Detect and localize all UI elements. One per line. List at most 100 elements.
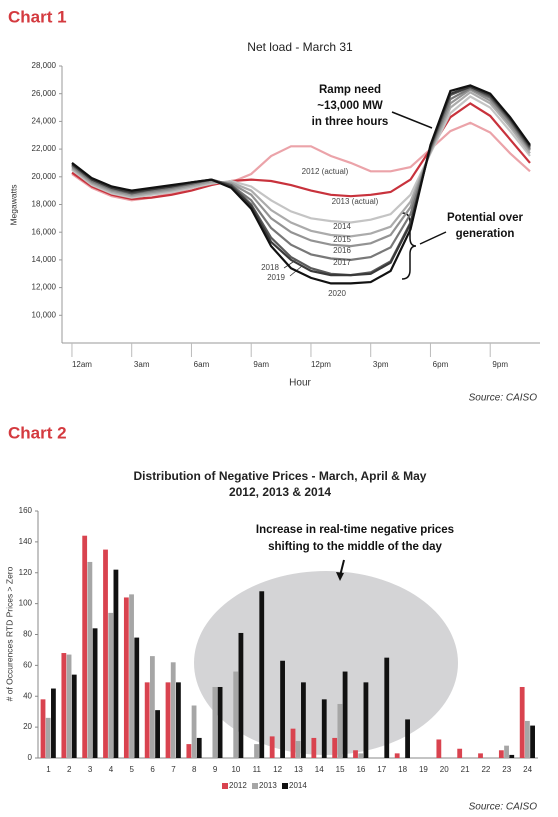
x-tick-label: 10 (231, 765, 240, 774)
annotation: Potential over (447, 212, 524, 224)
x-tick-label: 12pm (311, 360, 331, 369)
series-line (71, 84, 531, 285)
arrow-head (336, 572, 344, 581)
chart-subtitle: 2012, 2013 & 2014 (229, 485, 331, 499)
x-tick-label: 3 (88, 765, 93, 774)
x-tick-label: 18 (398, 765, 407, 774)
bar (87, 561, 93, 758)
bar (405, 719, 410, 758)
y-tick-label: 12,000 (32, 283, 57, 292)
bar (45, 717, 51, 758)
series-label: 2012 (actual) (302, 167, 349, 176)
bar (82, 535, 88, 758)
x-tick-label: 9pm (492, 360, 508, 369)
y-tick-label: 0 (28, 753, 33, 762)
y-tick-label: 24,000 (32, 117, 57, 126)
y-tick-label: 22,000 (32, 144, 57, 153)
x-tick-label: 12 (273, 765, 282, 774)
y-tick-label: 80 (23, 630, 32, 639)
legend-label: 2012 (229, 781, 247, 790)
bar (212, 686, 218, 758)
y-tick-label: 20 (23, 722, 32, 731)
x-tick-label: 19 (419, 765, 428, 774)
bar (103, 549, 108, 758)
annotation: shifting to the middle of the day (268, 541, 442, 553)
x-tick-label: 23 (502, 765, 511, 774)
series-label: 2020 (328, 289, 346, 298)
bar (123, 597, 129, 758)
source: Source: CAISO (469, 802, 538, 813)
y-axis-label: # of Occurences RTD Prices > Zero (4, 566, 14, 701)
y-tick-label: 40 (23, 691, 32, 700)
bar (311, 737, 317, 758)
bar (321, 699, 327, 758)
y-axis-label: Megawatts (8, 184, 18, 225)
bar (394, 753, 400, 758)
bar (269, 736, 275, 758)
y-tick-label: 16,000 (32, 227, 57, 236)
legend-label: 2014 (289, 781, 307, 790)
bar (504, 745, 509, 758)
bar (337, 703, 343, 758)
series-line (71, 85, 531, 277)
source: Source: CAISO (469, 393, 538, 404)
x-tick-label: 9am (253, 360, 269, 369)
bar (92, 628, 98, 758)
annotation: generation (456, 228, 515, 240)
chart-heading: Chart 2 (8, 423, 67, 442)
x-tick-label: 17 (377, 765, 386, 774)
x-tick-label: 1 (46, 765, 51, 774)
series-line (71, 102, 531, 201)
bar (144, 682, 150, 758)
bar (196, 737, 202, 758)
x-tick-label: 6am (194, 360, 210, 369)
annotation: Ramp need (319, 84, 381, 96)
y-tick-label: 120 (19, 568, 33, 577)
y-tick-label: 160 (19, 506, 33, 515)
bar (134, 637, 140, 758)
chart-title: Net load - March 31 (247, 40, 353, 54)
bar (51, 688, 56, 758)
bar (40, 699, 46, 758)
series-label: 2016 (333, 246, 351, 255)
series-label: 2014 (333, 222, 351, 231)
chart-title: Distribution of Negative Prices - March,… (134, 469, 427, 483)
bar (301, 682, 306, 758)
bar (342, 671, 348, 758)
bar (384, 657, 390, 758)
legend-swatch (252, 783, 258, 789)
y-tick-label: 18,000 (32, 200, 57, 209)
series-line (71, 95, 531, 224)
x-tick-label: 2 (67, 765, 72, 774)
bar (113, 569, 119, 758)
x-tick-label: 21 (461, 765, 470, 774)
bar (176, 682, 181, 758)
bar (498, 750, 504, 758)
bar (358, 753, 364, 758)
bar (332, 737, 338, 758)
bar (436, 739, 442, 758)
bar (66, 654, 72, 758)
bar (165, 682, 171, 758)
bar (71, 674, 77, 758)
series-line (71, 88, 531, 248)
bar (149, 656, 155, 758)
x-tick-label: 16 (356, 765, 365, 774)
x-tick-label: 8 (192, 765, 197, 774)
x-tick-label: 15 (336, 765, 345, 774)
bar (129, 594, 134, 758)
x-tick-label: 9 (213, 765, 218, 774)
legend-label: 2013 (259, 781, 277, 790)
bar (259, 591, 265, 758)
bar (457, 748, 463, 758)
series-label: 2018 (261, 263, 279, 272)
bar (108, 612, 114, 758)
x-tick-label: 4 (109, 765, 114, 774)
y-tick-label: 10,000 (32, 310, 57, 319)
bar (217, 686, 223, 758)
annotation: ~13,000 MW (317, 100, 383, 112)
x-tick-label: 20 (440, 765, 449, 774)
series-label: 2019 (267, 273, 285, 282)
x-tick-label: 3am (134, 360, 150, 369)
